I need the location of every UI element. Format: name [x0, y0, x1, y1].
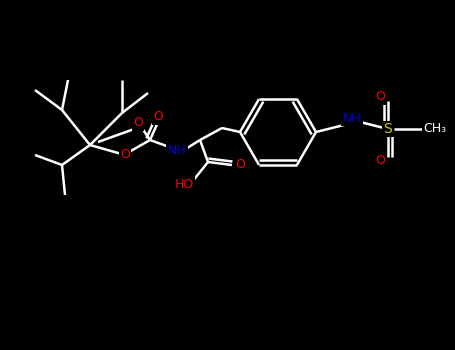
- Text: CH₃: CH₃: [424, 122, 446, 135]
- Text: O: O: [375, 154, 385, 168]
- Text: O: O: [375, 91, 385, 104]
- Text: S: S: [384, 122, 392, 136]
- Text: O: O: [120, 148, 130, 161]
- Text: O: O: [133, 117, 143, 130]
- Text: NH: NH: [343, 112, 361, 125]
- Text: NH: NH: [167, 145, 187, 158]
- Text: O: O: [235, 159, 245, 172]
- Text: HO: HO: [174, 177, 194, 190]
- Text: O: O: [153, 111, 163, 124]
